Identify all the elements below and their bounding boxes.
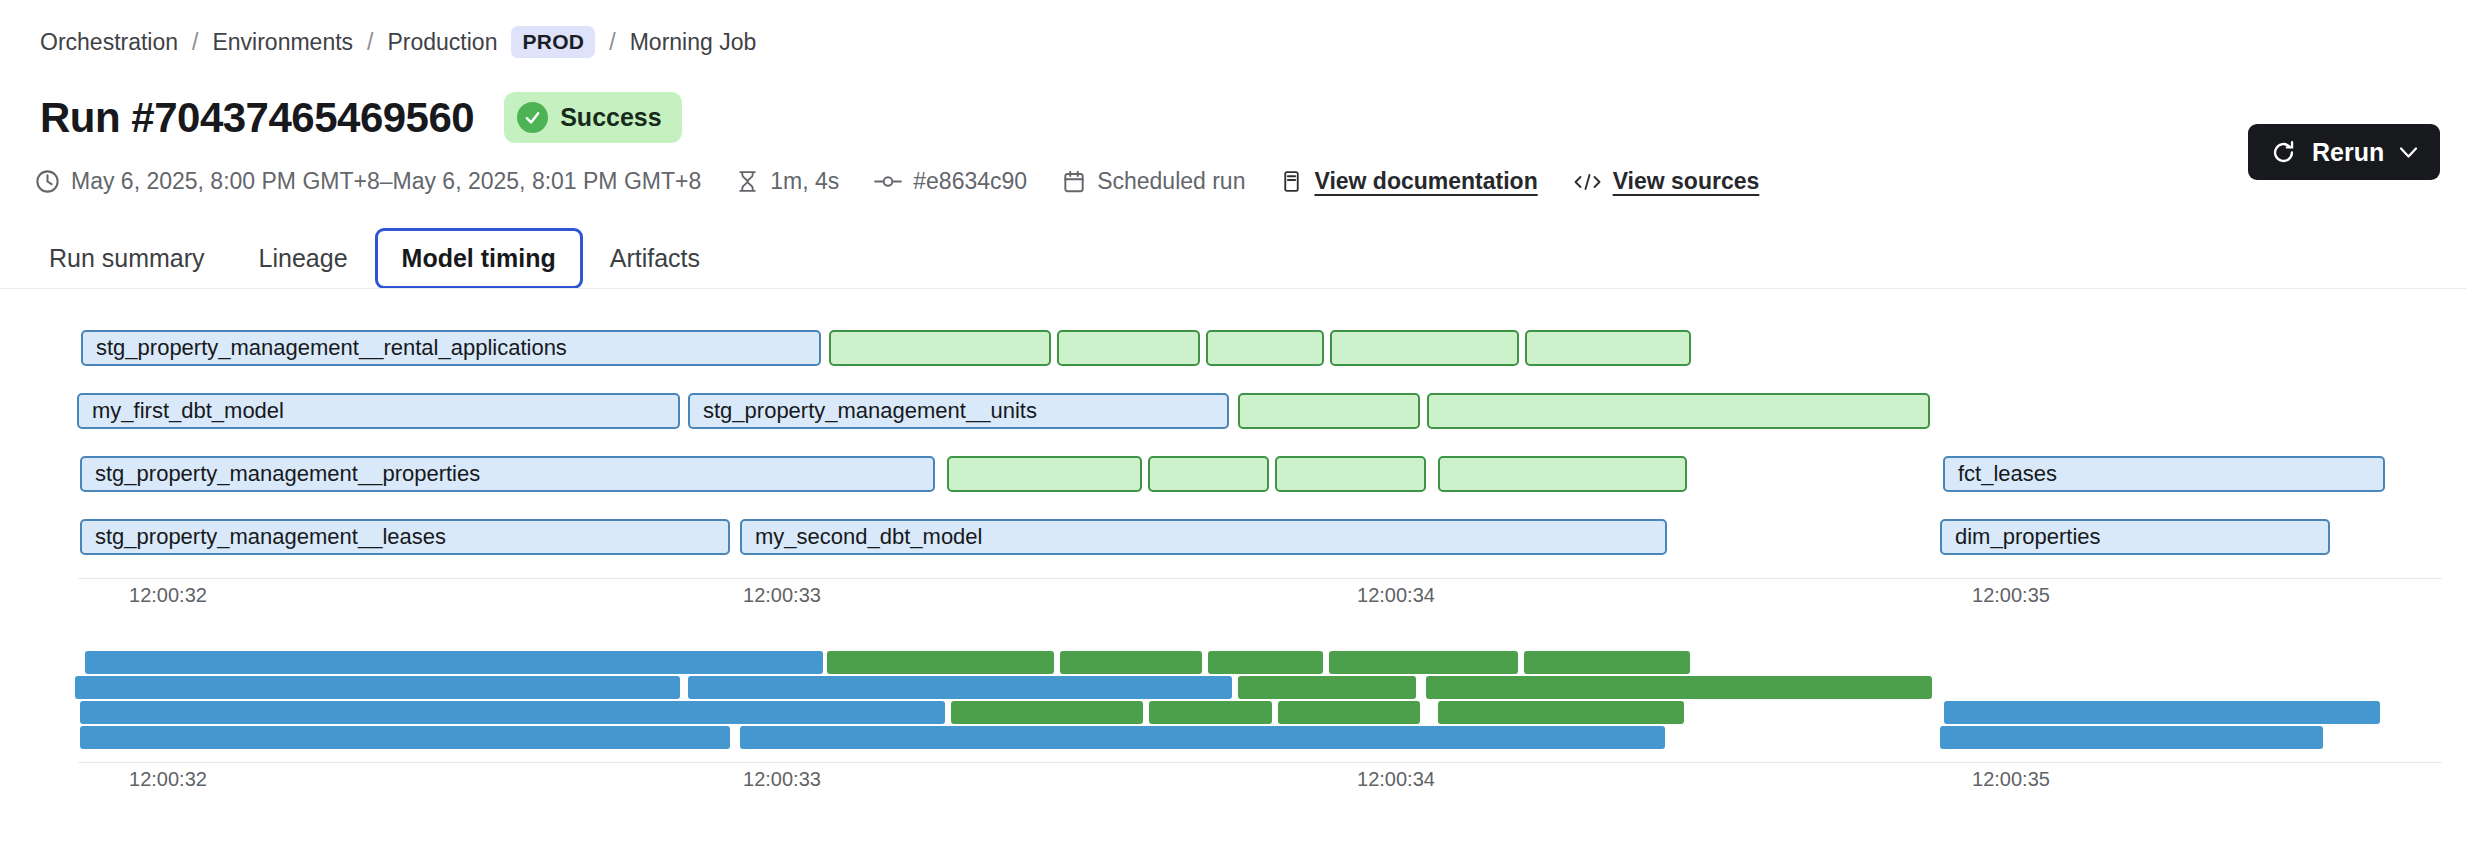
time-tick-label: 12:00:33 bbox=[743, 768, 821, 791]
minimap-test-bar bbox=[1278, 701, 1420, 724]
minimap-test-bar bbox=[1426, 676, 1932, 699]
minimap-model-bar bbox=[75, 676, 680, 699]
minimap-model-bar bbox=[740, 726, 1665, 749]
minimap-model-bar bbox=[688, 676, 1232, 699]
minimap-test-bar bbox=[1060, 651, 1202, 674]
minimap-model-bar bbox=[80, 726, 730, 749]
minimap-model-bar bbox=[1944, 701, 2380, 724]
minimap-test-bar bbox=[1238, 676, 1416, 699]
minimap-axis-divider bbox=[78, 762, 2442, 763]
time-tick-label: 12:00:32 bbox=[129, 768, 207, 791]
timing-minimap[interactable] bbox=[0, 0, 2466, 842]
time-tick-label: 12:00:34 bbox=[1357, 768, 1435, 791]
minimap-model-bar bbox=[1940, 726, 2323, 749]
minimap-test-bar bbox=[827, 651, 1054, 674]
minimap-model-bar bbox=[80, 701, 945, 724]
minimap-test-bar bbox=[1208, 651, 1323, 674]
run-detail-page: Orchestration / Environments / Productio… bbox=[0, 0, 2466, 842]
minimap-model-bar bbox=[85, 651, 823, 674]
minimap-test-bar bbox=[1329, 651, 1518, 674]
minimap-test-bar bbox=[1524, 651, 1690, 674]
minimap-test-bar bbox=[951, 701, 1143, 724]
minimap-test-bar bbox=[1149, 701, 1272, 724]
minimap-time-axis: 12:00:32 12:00:33 12:00:34 12:00:35 bbox=[0, 768, 2466, 794]
time-tick-label: 12:00:35 bbox=[1972, 768, 2050, 791]
minimap-test-bar bbox=[1438, 701, 1684, 724]
